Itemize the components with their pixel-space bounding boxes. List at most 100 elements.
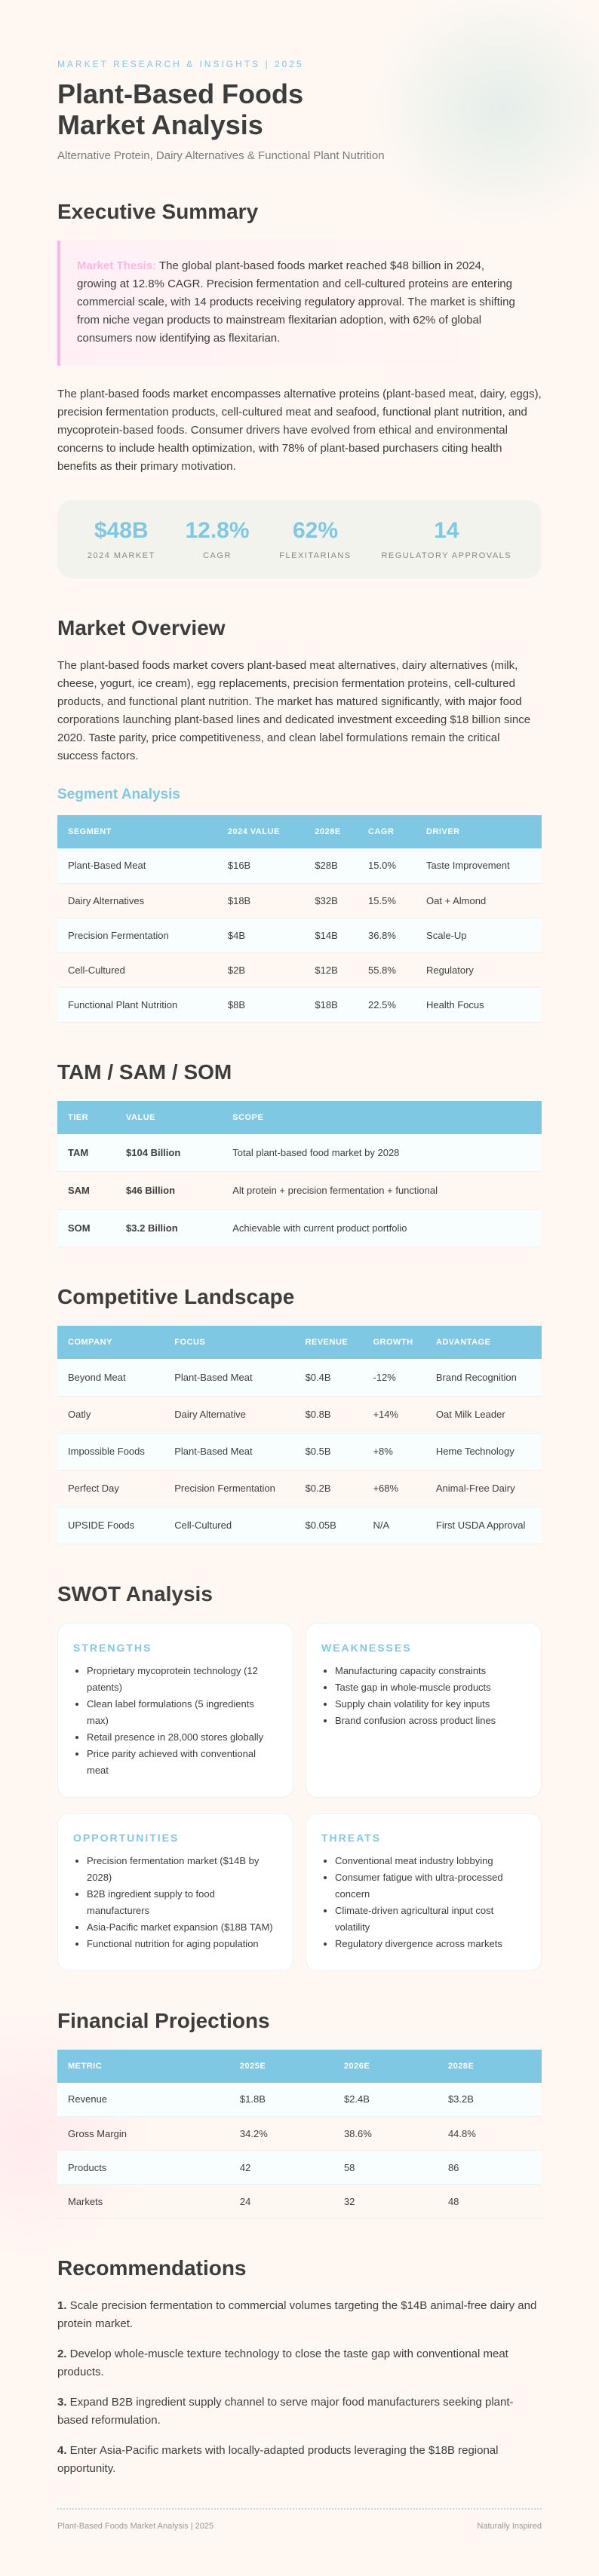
table-row: Plant-Based Meat $16B $28B 15.0% Taste Impro… (57, 848, 542, 884)
table-row: Precision Fermentation $4B $14B 36.8% Scale-… (57, 918, 542, 953)
subsection-heading: Segment Analysis (57, 787, 180, 802)
swot-card-threats: THREATS Conventional meat industry lobbyi… (306, 1812, 542, 1971)
report: MARKET RESEARCH & INSIGHTS | 2025 Plant-… (57, 0, 542, 2576)
table-cell: +14% (362, 1396, 425, 1434)
recommendation-item: 1. Scale precision fermentation to comme… (57, 2297, 542, 2333)
swot-card-title: OPPORTUNITIES (73, 1831, 180, 1844)
table-cell: $46 Billion (115, 1171, 223, 1210)
stat-value: $48B (94, 518, 149, 543)
footer: Plant-Based Foods Market Analysis | 2025… (57, 2508, 542, 2531)
stat-label: REGULATORY APPROVALS (381, 551, 512, 560)
swot-card-title: STRENGTHS (73, 1641, 152, 1654)
stat-item: 12.8% CAGR (185, 518, 250, 560)
swot-card-strengths: STRENGTHS Proprietary mycoprotein technol… (57, 1622, 293, 1798)
segment-table: SEGMENT 2024 VALUE 2028E CAGR DRIVER Plant-Ba… (57, 815, 542, 1023)
title-line: Market Analysis (57, 109, 263, 140)
table-cell: 86 (437, 2150, 542, 2185)
column-header: GROWTH (362, 1326, 425, 1359)
table-cell: $14B (304, 918, 358, 953)
table-cell: Plant-Based Meat (164, 1359, 295, 1397)
table-cell: Alt protein + precision fermentation + f… (222, 1171, 542, 1210)
table-row: SOM $3.2 Billion Achievable with current p… (57, 1209, 542, 1247)
table-row: UPSIDE Foods Cell-Cultured $0.05B N/A First … (57, 1507, 542, 1544)
thesis-text: The global plant-based foods market reac… (77, 259, 515, 345)
table-cell: TAM (57, 1133, 116, 1172)
table-header-row: SEGMENT 2024 VALUE 2028E CAGR DRIVER (57, 815, 542, 848)
section-heading: Recommendations (57, 2256, 247, 2280)
table-cell: Precision Fermentation (164, 1470, 295, 1507)
swot-card-opportunities: OPPORTUNITIES Precision fermentation mark… (57, 1812, 293, 1971)
footer-right: Naturally Inspired (477, 2522, 542, 2531)
swot-item: Regulatory divergence across markets (335, 1936, 526, 1952)
table-cell: $3.2B (437, 2082, 542, 2117)
table-cell: Health Focus (416, 987, 542, 1023)
table-cell: $2.4B (333, 2082, 438, 2117)
recommendation-item: 2. Develop whole-muscle texture technolo… (57, 2345, 542, 2381)
swot-item: Asia-Pacific market expansion ($18B TAM) (87, 1919, 278, 1936)
paragraph: The plant-based foods market covers plan… (57, 659, 531, 762)
column-header: REVENUE (294, 1326, 363, 1359)
swot-item: Functional nutrition for aging populatio… (87, 1936, 278, 1952)
swot-item: Taste gap in whole-muscle products (335, 1679, 526, 1696)
recommendation-text: Expand B2B ingredient supply channel to … (57, 2396, 514, 2427)
section-heading: Competitive Landscape (57, 1285, 295, 1308)
swot-item: Consumer fatigue with ultra-processed co… (335, 1869, 526, 1903)
stat-label: 2024 MARKET (87, 551, 155, 560)
column-header: SEGMENT (57, 815, 217, 848)
table-cell: 58 (333, 2150, 438, 2185)
table-header-row: COMPANY FOCUS REVENUE GROWTH ADVANTAGE (57, 1326, 542, 1359)
swot-item: Conventional meat industry lobbying (335, 1853, 526, 1869)
table-cell: $0.2B (294, 1470, 363, 1507)
table-cell: 42 (229, 2150, 333, 2185)
swot-item: Supply chain volatility for key inputs (335, 1696, 526, 1713)
table-cell: Oat Milk Leader (425, 1396, 542, 1434)
table-cell: $18B (217, 883, 305, 918)
table-cell: +68% (362, 1470, 425, 1507)
table-cell: $1.8B (229, 2082, 333, 2117)
table-row: Beyond Meat Plant-Based Meat $0.4B -12% Bran… (57, 1359, 542, 1397)
table-cell: 34.2% (229, 2116, 333, 2151)
table-cell: Perfect Day (57, 1470, 164, 1507)
page-title: Plant-Based Foods Market Analysis (57, 78, 542, 140)
table-cell: $0.8B (294, 1396, 363, 1434)
stats-panel: $48B 2024 MARKET 12.8% CAGR 62% FLEXITARIANS 1… (57, 500, 542, 578)
column-header: 2028E (304, 815, 358, 848)
swot-item: Price parity achieved with conventional … (87, 1746, 278, 1779)
table-row: Revenue $1.8B $2.4B $3.2B (57, 2082, 542, 2117)
table-cell: SOM (57, 1209, 116, 1247)
table-row: Oatly Dairy Alternative $0.8B +14% Oat Milk … (57, 1396, 542, 1434)
table-row: Dairy Alternatives $18B $32B 15.5% Oat + Alm… (57, 883, 542, 918)
table-cell: 38.6% (333, 2116, 438, 2151)
table-cell: Dairy Alternatives (57, 883, 217, 918)
swot-card-title: WEAKNESSES (321, 1641, 412, 1654)
table-cell: Brand Recognition (425, 1359, 542, 1397)
competitor-table: COMPANY FOCUS REVENUE GROWTH ADVANTAGE Beyond… (57, 1326, 542, 1544)
swot-list: Conventional meat industry lobbyingConsu… (321, 1853, 526, 1952)
table-row: Functional Plant Nutrition $8B $18B 22.5% He… (57, 987, 542, 1023)
recommendation-item: 4. Enter Asia-Pacific markets with local… (57, 2442, 542, 2478)
swot-item: Climate-driven agricultural input cost v… (335, 1903, 526, 1936)
column-header: SCOPE (222, 1100, 542, 1134)
column-header: VALUE (115, 1100, 223, 1134)
subtitle: Alternative Protein, Dairy Alternatives … (57, 149, 385, 162)
section-heading: Market Overview (57, 616, 226, 639)
stat-label: FLEXITARIANS (279, 551, 352, 560)
table-cell: $0.5B (294, 1433, 363, 1470)
recommendation-number: 1. (57, 2299, 67, 2312)
table-cell: Heme Technology (425, 1433, 542, 1470)
table-cell: $0.05B (294, 1507, 363, 1544)
table-cell: $28B (304, 848, 358, 884)
recommendation-number: 2. (57, 2348, 67, 2360)
swot-card-weaknesses: WEAKNESSES Manufacturing capacity constra… (306, 1622, 542, 1798)
swot-item: B2B ingredient supply to food manufactur… (87, 1886, 278, 1919)
section-heading: Financial Projections (57, 2008, 270, 2032)
table-cell: -12% (362, 1359, 425, 1397)
table-cell: Impossible Foods (57, 1433, 164, 1470)
recommendation-number: 3. (57, 2396, 67, 2409)
stat-value: 12.8% (185, 518, 250, 543)
table-cell: Taste Improvement (416, 848, 542, 884)
footer-left: Plant-Based Foods Market Analysis | 2025 (57, 2522, 214, 2531)
table-cell: Gross Margin (57, 2116, 229, 2151)
table-row: TAM $104 Billion Total plant-based food ma… (57, 1133, 542, 1172)
swot-item: Retail presence in 28,000 stores globall… (87, 1729, 278, 1746)
